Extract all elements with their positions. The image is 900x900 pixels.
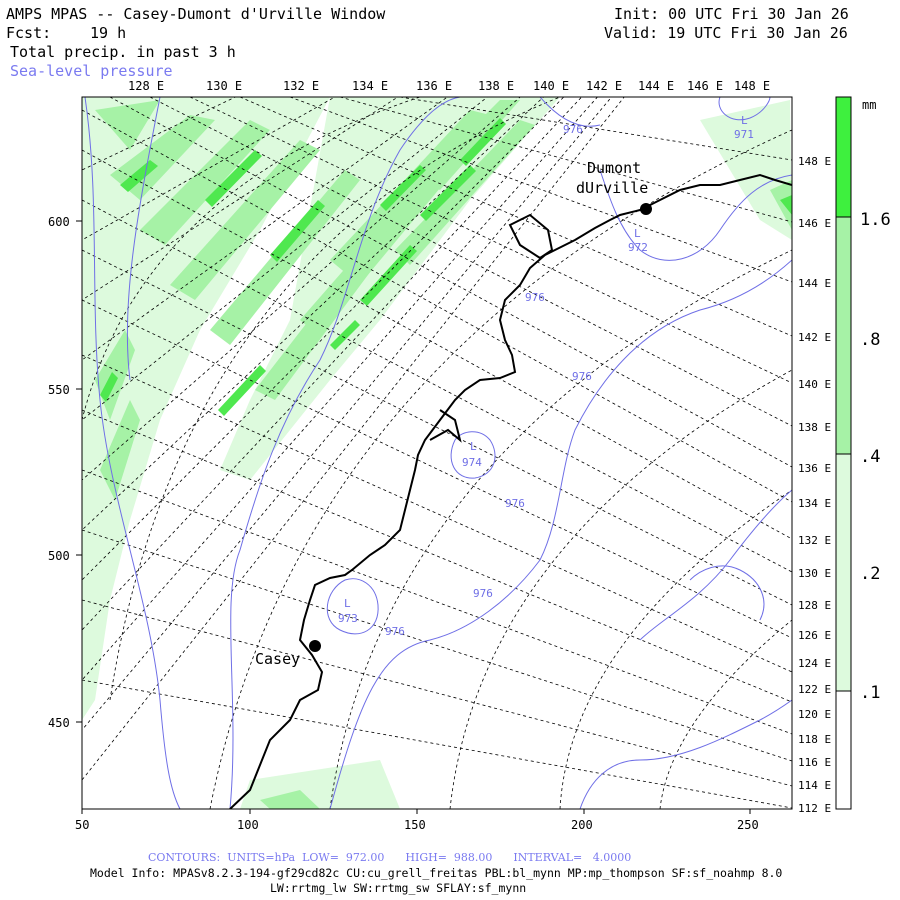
low-marker: L — [470, 440, 477, 453]
contour-label: 976 — [385, 625, 405, 638]
slp-field-label: Sea-level pressure — [10, 62, 173, 80]
map-panel — [82, 97, 792, 809]
x-tick-label: 200 — [571, 818, 593, 832]
map-frame — [81, 96, 793, 810]
dumont-durville-station-dot — [640, 203, 652, 215]
right-lon-label: 136 E — [798, 462, 831, 475]
axis-ticks — [76, 220, 751, 814]
dumont-label-line2: dUrville — [576, 179, 648, 197]
colorbar-segment-medium — [836, 217, 851, 454]
contour-label: 976 — [505, 497, 525, 510]
right-lon-label: 132 E — [798, 534, 831, 547]
valid-time: Valid: 19 UTC Fri 30 Jan 26 — [604, 24, 848, 42]
top-longitude-labels: 128 E 130 E 132 E 134 E 136 E 138 E 140 … — [128, 79, 770, 93]
right-lon-label: 146 E — [798, 217, 831, 230]
y-tick-label: 450 — [48, 716, 70, 730]
right-lon-label: 140 E — [798, 378, 831, 391]
right-lon-label: 118 E — [798, 733, 831, 746]
top-lon-label: 136 E — [416, 79, 452, 93]
x-tick-label: 50 — [75, 818, 89, 832]
low-value: 971 — [734, 128, 754, 141]
low-marker: L — [634, 227, 641, 240]
low-marker: L — [344, 597, 351, 610]
right-lon-label: 120 E — [798, 708, 831, 721]
y-tick-label: 600 — [48, 215, 70, 229]
contour-label: 976 — [525, 291, 545, 304]
right-lon-label: 134 E — [798, 497, 831, 510]
right-lon-label: 126 E — [798, 629, 831, 642]
right-lon-label: 142 E — [798, 331, 831, 344]
model-info-line2: LW:rrtmg_lw SW:rrtmg_sw SFLAY:sf_mynn — [270, 881, 527, 895]
colorbar-segment-light — [836, 454, 851, 691]
right-lon-label: 112 E — [798, 802, 831, 815]
colorbar-label: 1.6 — [860, 210, 891, 230]
colorbar: mm 1.6 .8 .4 .2 .1 — [835, 96, 891, 810]
contour-info: CONTOURS: UNITS=hPa LOW= 972.00 HIGH= 98… — [148, 851, 632, 864]
coastline — [229, 173, 792, 809]
right-lon-label: 138 E — [798, 421, 831, 434]
low-value: 973 — [338, 612, 358, 625]
top-lon-label: 148 E — [734, 79, 770, 93]
right-lon-label: 148 E — [798, 155, 831, 168]
precip-field-label: Total precip. in past 3 h — [10, 43, 236, 61]
casey-label: Casey — [255, 650, 300, 668]
colorbar-segment-none — [836, 691, 851, 809]
y-tick-label: 550 — [48, 383, 70, 397]
right-lon-label: 114 E — [798, 779, 831, 792]
colorbar-label: .8 — [860, 330, 880, 350]
right-lon-label: 116 E — [798, 756, 831, 769]
forecast-hour: 19 h — [90, 24, 127, 42]
top-lon-label: 144 E — [638, 79, 674, 93]
slp-contours — [84, 97, 792, 809]
top-lon-label: 138 E — [478, 79, 514, 93]
colorbar-unit: mm — [862, 98, 876, 112]
y-tick-label: 500 — [48, 549, 70, 563]
right-longitude-labels: 148 E 146 E 144 E 142 E 140 E 138 E 136 … — [798, 155, 831, 815]
colorbar-label: .4 — [860, 447, 880, 467]
low-marker: L — [741, 114, 748, 127]
graticule — [82, 97, 792, 809]
right-lon-label: 144 E — [798, 277, 831, 290]
low-value: 974 — [462, 456, 482, 469]
right-lon-label: 130 E — [798, 567, 831, 580]
right-lon-label: 128 E — [798, 599, 831, 612]
top-lon-label: 130 E — [206, 79, 242, 93]
contour-label: 976 — [473, 587, 493, 600]
x-tick-label: 250 — [737, 818, 759, 832]
contour-label: 976 — [563, 123, 583, 136]
precip-shading — [82, 97, 792, 809]
right-lon-label: 124 E — [798, 657, 831, 670]
model-info: Model Info: MPASv8.2.3-194-gf29cd82c CU:… — [90, 866, 783, 880]
top-lon-label: 134 E — [352, 79, 388, 93]
colorbar-label: .1 — [860, 683, 880, 703]
casey-station-dot — [309, 640, 321, 652]
x-tick-label: 150 — [404, 818, 426, 832]
right-lon-label: 122 E — [798, 683, 831, 696]
top-lon-label: 146 E — [687, 79, 723, 93]
forecast-label: Fcst: — [6, 24, 52, 42]
top-lon-label: 128 E — [128, 79, 164, 93]
contour-label: 976 — [572, 370, 592, 383]
init-time: Init: 00 UTC Fri 30 Jan 26 — [614, 5, 849, 23]
low-value: 972 — [628, 241, 648, 254]
top-lon-label: 140 E — [533, 79, 569, 93]
top-lon-label: 132 E — [283, 79, 319, 93]
x-tick-label: 100 — [237, 818, 259, 832]
colorbar-segment-heavy — [836, 97, 851, 217]
top-lon-label: 142 E — [586, 79, 622, 93]
x-axis-labels: 50 100 150 200 250 — [75, 818, 759, 832]
colorbar-label: .2 — [860, 564, 880, 584]
pressure-labels: L 971 L 972 L 974 L 973 976 976 976 976 … — [338, 114, 754, 638]
y-axis-labels: 600 550 500 450 — [48, 215, 70, 730]
map-title: AMPS MPAS -- Casey-Dumont d'Urville Wind… — [6, 5, 386, 23]
dumont-label-line1: Dumont — [587, 159, 641, 177]
